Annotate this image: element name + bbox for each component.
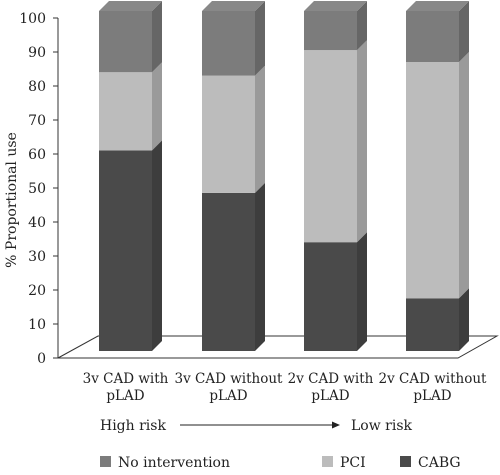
bar-segment — [202, 75, 255, 193]
bar-segment — [304, 50, 357, 243]
y-tick-label: 30 — [28, 249, 46, 265]
bar-segment-side — [255, 65, 265, 193]
bar-segment — [304, 242, 357, 351]
bar-stack — [99, 1, 162, 351]
risk-arrow-head — [332, 421, 340, 429]
y-tick-label: 50 — [28, 181, 46, 197]
bar-segment — [304, 11, 357, 51]
legend: No intervention PCI CABG — [100, 455, 461, 471]
bar-segment-side — [255, 1, 265, 76]
y-tick-label: 40 — [28, 215, 46, 231]
bar-stack — [406, 1, 469, 351]
bar-segment — [202, 192, 255, 351]
bar-stack — [304, 1, 367, 351]
category-label: 2v CAD with pLAD — [288, 371, 374, 404]
bar-segment — [406, 11, 459, 62]
floor-plane — [57, 335, 499, 359]
legend-swatch — [400, 456, 411, 467]
bar-segment — [99, 150, 152, 351]
bar-segment — [99, 72, 152, 151]
bar-segment — [202, 11, 255, 76]
category-label: 3v CAD with pLAD — [83, 371, 169, 404]
y-axis-label: % Proportional use — [4, 132, 20, 268]
bar-segment-side — [152, 140, 162, 351]
risk-annotation: High risk Low risk — [100, 418, 413, 434]
bar-segment-side — [357, 1, 367, 51]
bar-segment — [406, 298, 459, 351]
bar-segment-side — [459, 52, 469, 299]
bar-top — [406, 1, 469, 11]
bar-segment-side — [357, 40, 367, 243]
high-risk-label: High risk — [100, 418, 166, 434]
legend-swatch — [322, 456, 333, 467]
legend-item: CABG — [400, 455, 461, 471]
y-tick-label: 80 — [28, 79, 46, 95]
low-risk-label: Low risk — [351, 418, 413, 434]
legend-item: PCI — [322, 455, 366, 471]
bar-segment — [406, 62, 459, 299]
legend-item: No intervention — [100, 455, 230, 471]
axes-group: 0 10 20 30 40 50 60 70 80 90 100 — [19, 11, 59, 367]
y-tick-label: 20 — [28, 283, 46, 299]
bar-segment-side — [459, 1, 469, 62]
bar-segment-side — [152, 1, 162, 73]
bars-group — [99, 1, 469, 351]
bar-segment-side — [255, 182, 265, 351]
legend-swatch — [100, 456, 111, 467]
y-tick-label: 0 — [37, 351, 46, 367]
legend-label: CABG — [418, 455, 461, 471]
y-tick-label: 100 — [19, 11, 46, 27]
y-tick-label: 10 — [28, 317, 46, 333]
y-tick-label: 90 — [28, 45, 46, 61]
category-label: 3v CAD without pLAD — [175, 371, 284, 404]
bar-stack — [202, 1, 265, 351]
bar-segment — [99, 11, 152, 73]
category-label: 2v CAD without pLAD — [379, 371, 488, 404]
chart-floor — [57, 335, 499, 359]
y-tick-label: 60 — [28, 147, 46, 163]
bar-segment-side — [459, 288, 469, 351]
legend-label: PCI — [340, 455, 366, 471]
bar-top — [304, 1, 367, 11]
bar-segment-side — [357, 232, 367, 351]
bar-segment-side — [152, 62, 162, 151]
y-tick-label: 70 — [28, 113, 46, 129]
legend-label: No intervention — [118, 455, 230, 471]
bar-top — [99, 1, 162, 11]
bar-top — [202, 1, 265, 11]
